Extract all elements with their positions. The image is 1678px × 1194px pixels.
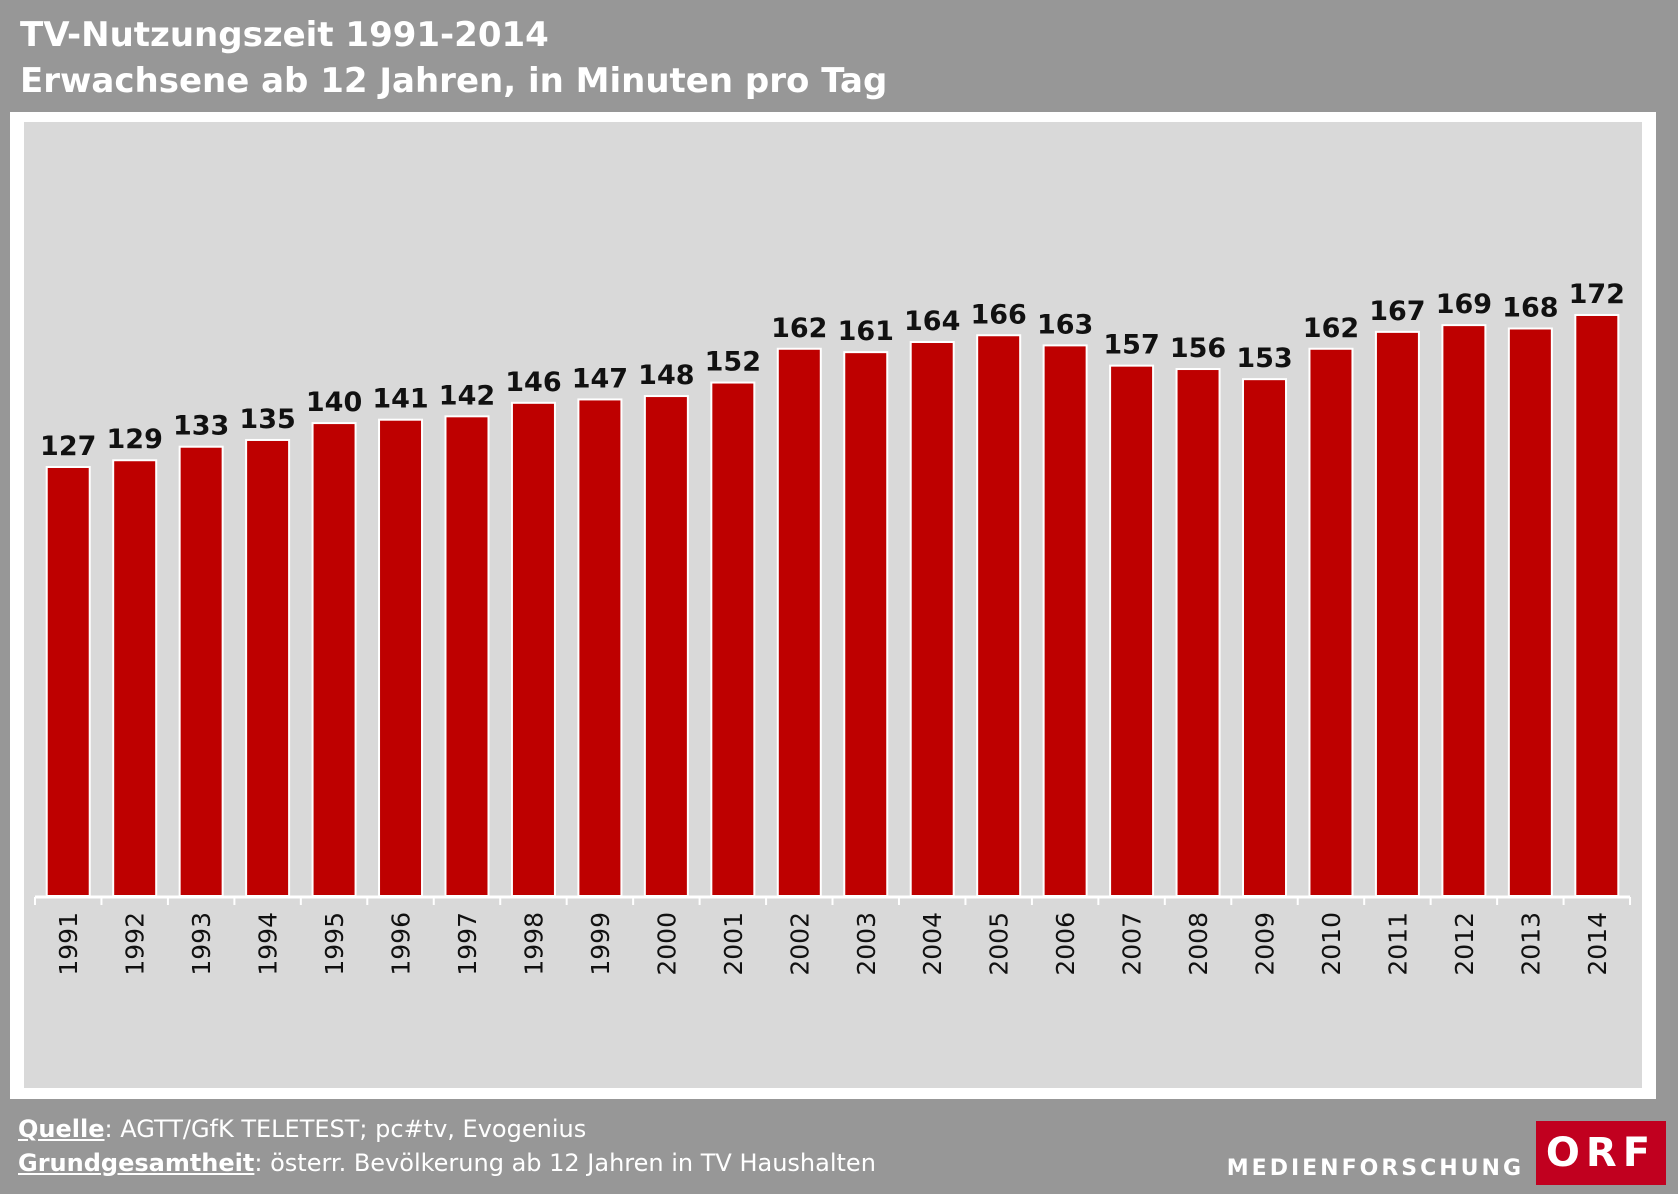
x-tick-label-1999: 1999 bbox=[586, 912, 615, 976]
x-tick-label-2013: 2013 bbox=[1516, 912, 1545, 976]
x-tick-label-1992: 1992 bbox=[121, 912, 150, 976]
bar-2007 bbox=[1109, 364, 1155, 898]
plot-area bbox=[24, 122, 1642, 1088]
bar-1991 bbox=[45, 465, 91, 897]
bar-1995 bbox=[311, 422, 357, 897]
department-label: MEDIENFORSCHUNG bbox=[1226, 1156, 1524, 1181]
chart-title: TV-Nutzungszeit 1991-2014 bbox=[20, 15, 549, 55]
data-label-2001: 152 bbox=[705, 347, 761, 378]
x-tick-label-1998: 1998 bbox=[519, 912, 548, 976]
bar-1998 bbox=[510, 401, 556, 897]
data-label-1999: 147 bbox=[572, 363, 628, 394]
data-label-2003: 161 bbox=[838, 316, 894, 347]
x-tick-label-2000: 2000 bbox=[652, 912, 681, 976]
data-label-2010: 162 bbox=[1303, 313, 1359, 344]
x-tick-label-2002: 2002 bbox=[785, 912, 814, 976]
source-text: : AGTT/GfK TELETEST; pc#tv, Evogenius bbox=[104, 1115, 587, 1143]
x-tick-label-2008: 2008 bbox=[1184, 912, 1213, 976]
bar-2002 bbox=[776, 347, 822, 898]
data-label-1992: 129 bbox=[107, 424, 163, 455]
bar-2004 bbox=[909, 341, 955, 897]
x-tick-label-2001: 2001 bbox=[719, 912, 748, 976]
x-tick-label-2007: 2007 bbox=[1118, 912, 1147, 976]
bar-chart: 127 129 133 135 140 141 142 146 147 148 152 162 161 1… bbox=[24, 122, 1642, 1088]
bar-2012 bbox=[1441, 324, 1487, 898]
bar-2008 bbox=[1175, 368, 1221, 898]
data-label-2000: 148 bbox=[638, 360, 694, 391]
title-block: TV-Nutzungszeit 1991-2014 Erwachsene ab … bbox=[20, 12, 887, 104]
x-tick-label-2014: 2014 bbox=[1583, 912, 1612, 976]
data-label-2004: 164 bbox=[904, 306, 960, 337]
bar-2005 bbox=[976, 334, 1022, 897]
data-label-2002: 162 bbox=[771, 313, 827, 344]
data-label-1996: 141 bbox=[372, 384, 428, 415]
bar-2010 bbox=[1308, 347, 1354, 898]
x-tick-label-2011: 2011 bbox=[1383, 912, 1412, 976]
x-tick-label-2003: 2003 bbox=[852, 912, 881, 976]
x-axis: 1991 1992 1993 1994 1995 1996 1997 1998 1999 2000… bbox=[34, 895, 1632, 976]
x-tick-label-2006: 2006 bbox=[1051, 912, 1080, 976]
bar-2006 bbox=[1042, 344, 1088, 898]
x-tick-label-2010: 2010 bbox=[1317, 912, 1346, 976]
data-label-2007: 157 bbox=[1103, 330, 1159, 361]
x-tick-label-1997: 1997 bbox=[453, 912, 482, 976]
population-line: Grundgesamtheit: österr. Bevölkerung ab … bbox=[18, 1146, 876, 1180]
data-label-2011: 167 bbox=[1369, 296, 1425, 327]
x-tick-label-1996: 1996 bbox=[387, 912, 416, 976]
population-text: : österr. Bevölkerung ab 12 Jahren in TV… bbox=[254, 1149, 876, 1177]
source-label: Quelle bbox=[18, 1115, 105, 1143]
bar-2000 bbox=[643, 395, 689, 897]
bar-1993 bbox=[178, 445, 224, 897]
bar-2009 bbox=[1242, 378, 1288, 897]
x-tick-label-2012: 2012 bbox=[1450, 912, 1479, 976]
x-tick-label-2005: 2005 bbox=[985, 912, 1014, 976]
x-tick-label-1995: 1995 bbox=[320, 912, 349, 976]
data-label-2005: 166 bbox=[970, 299, 1026, 330]
bar-2001 bbox=[710, 381, 756, 897]
x-tick-label-1991: 1991 bbox=[54, 912, 83, 976]
x-tick-label-1993: 1993 bbox=[187, 912, 216, 976]
bar-1999 bbox=[577, 398, 623, 897]
x-tick-label-2004: 2004 bbox=[918, 912, 947, 976]
population-label: Grundgesamtheit bbox=[18, 1149, 255, 1177]
data-label-1997: 142 bbox=[439, 380, 495, 411]
data-label-1995: 140 bbox=[306, 387, 362, 418]
data-label-1994: 135 bbox=[239, 404, 295, 435]
bar-1992 bbox=[112, 459, 158, 897]
bar-2013 bbox=[1507, 327, 1553, 898]
orf-logo: ORF bbox=[1536, 1121, 1666, 1185]
data-label-2008: 156 bbox=[1170, 333, 1226, 364]
bars-layer: 127 129 133 135 140 141 142 146 147 148 152 162 161 1… bbox=[40, 279, 1625, 898]
bar-1996 bbox=[378, 418, 424, 897]
data-label-2006: 163 bbox=[1037, 309, 1093, 340]
source-line: Quelle: AGTT/GfK TELETEST; pc#tv, Evogen… bbox=[18, 1112, 876, 1146]
data-label-1993: 133 bbox=[173, 411, 229, 442]
chart-frame: 127 129 133 135 140 141 142 146 147 148 152 162 161 1… bbox=[10, 112, 1656, 1099]
data-label-2012: 169 bbox=[1436, 289, 1492, 320]
x-tick-label-1994: 1994 bbox=[254, 912, 283, 976]
data-label-2013: 168 bbox=[1502, 292, 1558, 323]
bar-1994 bbox=[245, 438, 291, 897]
x-tick-label-2009: 2009 bbox=[1251, 912, 1280, 976]
branding: MEDIENFORSCHUNG ORF bbox=[1227, 1121, 1666, 1185]
data-label-2009: 153 bbox=[1236, 343, 1292, 374]
data-label-1991: 127 bbox=[40, 431, 96, 462]
data-label-2014: 172 bbox=[1569, 279, 1625, 310]
footer: Quelle: AGTT/GfK TELETEST; pc#tv, Evogen… bbox=[18, 1112, 876, 1180]
bar-1997 bbox=[444, 415, 490, 897]
data-label-1998: 146 bbox=[505, 367, 561, 398]
bar-2003 bbox=[843, 351, 889, 897]
bar-2011 bbox=[1374, 330, 1420, 897]
bar-2014 bbox=[1574, 313, 1620, 897]
chart-subtitle: Erwachsene ab 12 Jahren, in Minuten pro … bbox=[20, 61, 888, 101]
